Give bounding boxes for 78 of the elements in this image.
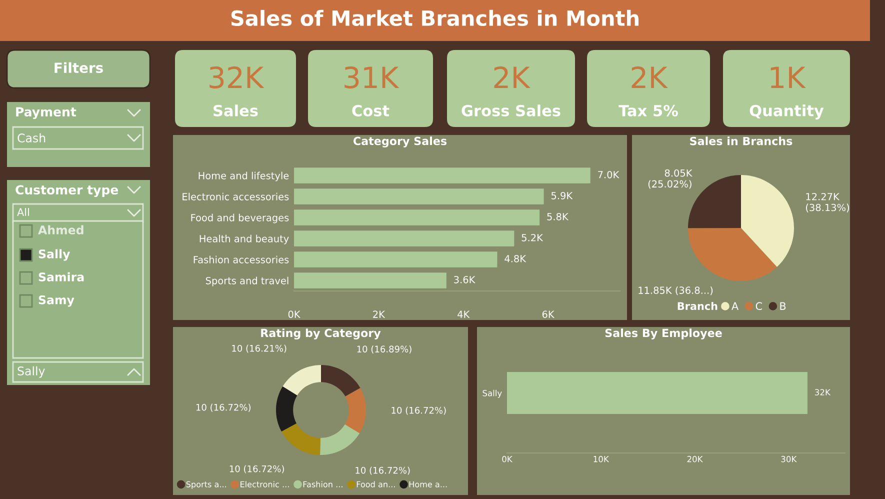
legend-label: Sports a... — [186, 481, 226, 489]
legend-label: Fashion ... — [303, 481, 342, 488]
text: Payment — [16, 107, 76, 120]
y-tick-label: Food and beverages — [191, 214, 289, 224]
data-label: 5.8K — [547, 212, 569, 220]
x-tick-label: 20K — [687, 456, 703, 462]
donut-slice — [321, 365, 360, 396]
donut-slice — [276, 386, 298, 432]
chart-title: Sales By Employee — [605, 328, 722, 340]
data-label: 10 (16.72%) — [230, 465, 284, 474]
text: Customer type — [16, 185, 118, 198]
donut-slice — [320, 424, 360, 455]
x-tick-label: 0K — [288, 310, 300, 318]
category-label: Tax 5% — [618, 104, 678, 116]
data-label: 3.6K — [454, 276, 476, 284]
x-tick-label: 2K — [373, 310, 386, 318]
text: Samy — [38, 295, 74, 307]
bar — [294, 210, 540, 226]
x-tick-label: 6K — [542, 310, 555, 318]
data-label: 12.27K (38.13%) — [806, 192, 849, 212]
legend-label: A — [732, 302, 738, 310]
text: Samira — [38, 272, 84, 282]
data-label: 11.85K (36.8...) — [638, 286, 713, 296]
data-label: 5.2K — [522, 234, 544, 242]
chart-title: Rating by Category — [261, 328, 381, 340]
data-label: 10 (16.72%) — [356, 466, 410, 475]
y-tick-label: Sports and travel — [206, 276, 288, 286]
y-tick-label: Fashion accessories — [194, 256, 289, 264]
text: 2K — [632, 66, 668, 88]
category-label: Cost — [352, 104, 390, 116]
category-label: Quantity — [750, 104, 824, 120]
data-label: 5.9K — [551, 192, 573, 200]
category-label: Sales — [214, 104, 258, 116]
data-label: 4.8K — [504, 254, 526, 262]
bar — [294, 252, 498, 268]
donut-slice — [282, 365, 321, 396]
text: Sales of Market Branches in Month — [231, 10, 638, 26]
data-label: 10 (16.72%) — [392, 406, 446, 415]
x-tick-label: 10K — [594, 456, 610, 462]
data-label: 32K — [815, 389, 831, 396]
donut-slice — [344, 388, 366, 434]
donut-slice — [281, 423, 320, 455]
data-label: 10 (16.89%) — [357, 345, 412, 354]
legend-label: Home a... — [409, 481, 447, 488]
data-label: 7.0K — [598, 170, 620, 178]
legend-label: Electronic ... — [240, 481, 289, 488]
pie-slice — [688, 228, 777, 281]
text: 32K — [210, 66, 264, 88]
legend-label: C — [756, 302, 762, 310]
text: Sally — [38, 249, 70, 261]
y-tick-label: Electronic accessories — [182, 192, 289, 200]
text: All — [17, 208, 29, 216]
y-tick-label: Home and lifestyle — [198, 172, 289, 182]
text: 31K — [344, 66, 400, 88]
y-tick-label: Health and beauty — [200, 234, 289, 244]
text: Ahmed — [38, 225, 84, 234]
text: 2K — [494, 66, 530, 88]
pie-slice — [741, 175, 794, 267]
bar — [294, 272, 446, 288]
x-tick-label: 4K — [458, 310, 470, 318]
text: Cash — [18, 133, 46, 142]
data-label: 10 (16.21%) — [232, 344, 286, 353]
category-label: Gross Sales — [462, 104, 560, 116]
bar — [294, 230, 514, 246]
legend-title: Branch — [678, 302, 718, 310]
bar — [294, 168, 590, 184]
bar — [294, 188, 544, 204]
data-label: 8.05K (25.02%) — [648, 169, 692, 189]
text: Filters — [54, 62, 103, 74]
text: 1K — [770, 66, 806, 88]
x-tick-label: 30K — [781, 456, 797, 462]
data-label: 10 (16.72%) — [196, 404, 250, 412]
legend-label: B — [780, 302, 786, 310]
chart-title: Sales in Branchs — [690, 136, 792, 146]
x-tick-label: 0K — [502, 456, 513, 462]
text: Sally — [18, 366, 45, 378]
chart-title: Category Sales — [353, 136, 447, 148]
legend-label: Food an... — [356, 481, 395, 488]
